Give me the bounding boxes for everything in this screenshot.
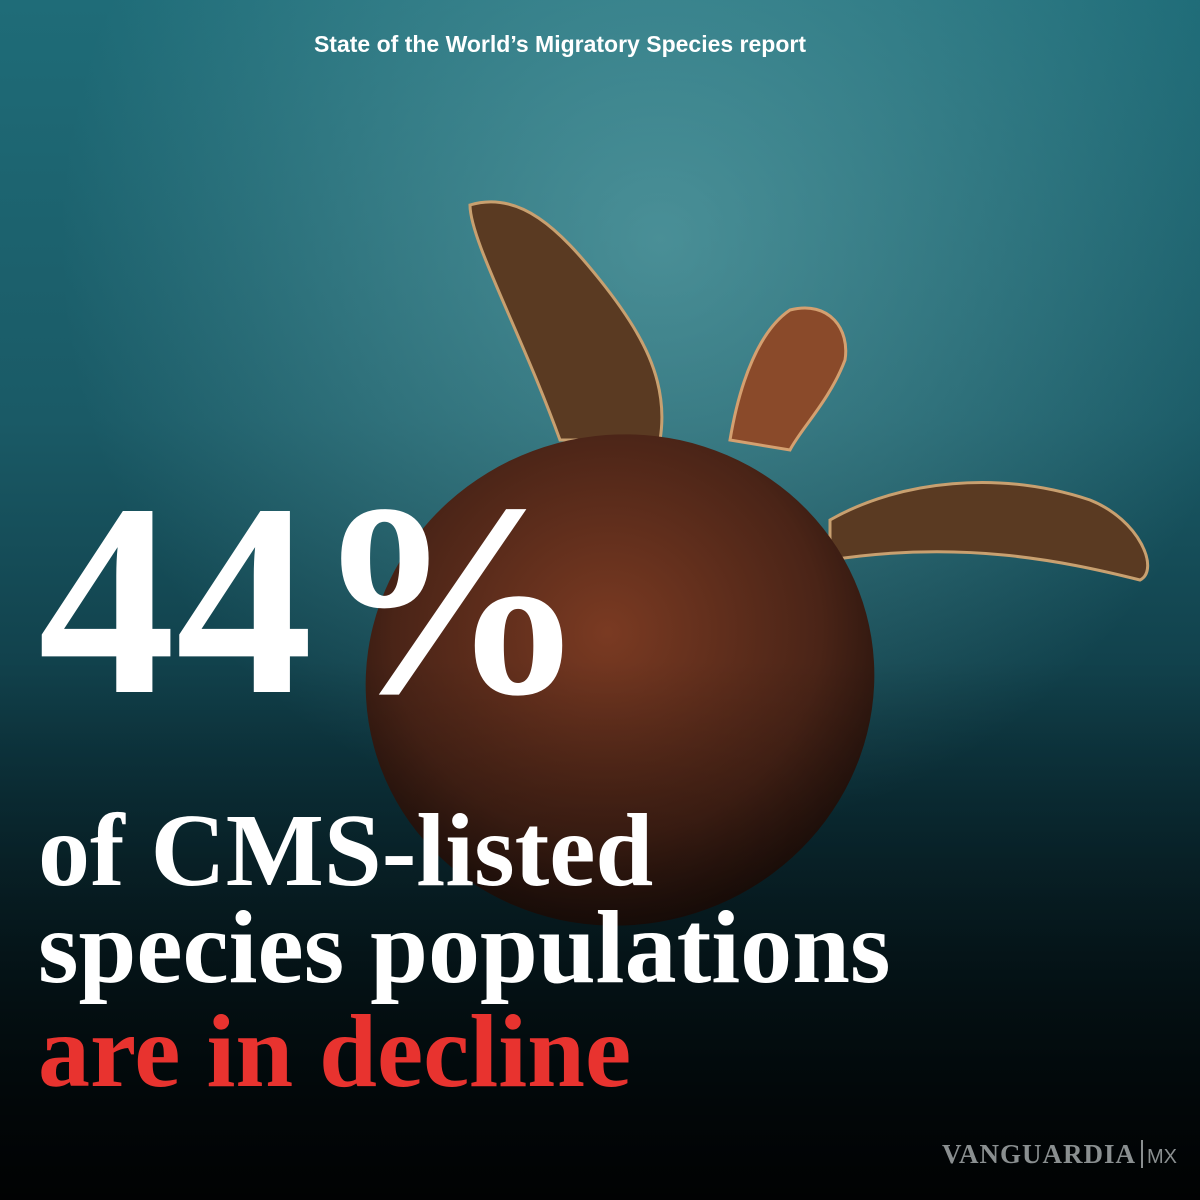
headline-line: species populations bbox=[38, 890, 890, 1005]
headline-line: of CMS-listed bbox=[38, 793, 653, 908]
stat: 44% bbox=[38, 448, 588, 752]
brand-suffix: MX bbox=[1147, 1146, 1177, 1168]
report-title: State of the World’s Migratory Species r… bbox=[314, 31, 806, 57]
headline-highlight: are in decline bbox=[38, 994, 631, 1109]
brand-name: VANGUARDIA bbox=[942, 1139, 1136, 1169]
